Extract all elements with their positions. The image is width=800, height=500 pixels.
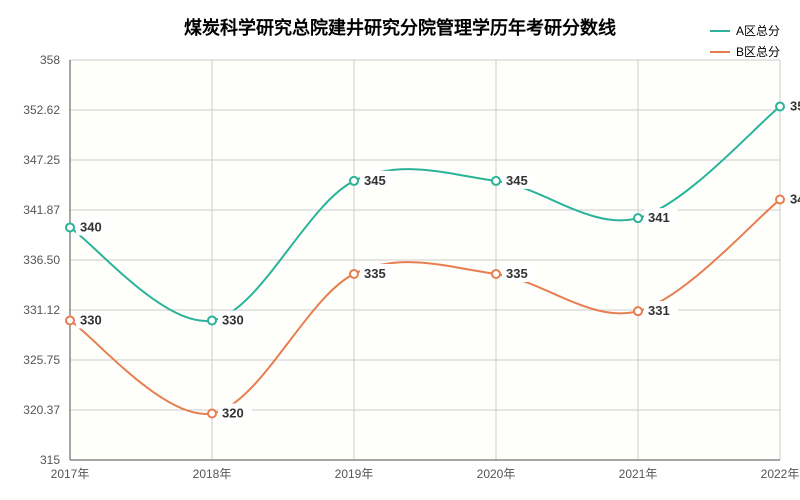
data-marker [634, 214, 642, 222]
data-marker [492, 177, 500, 185]
data-marker [776, 196, 784, 204]
svg-text:358: 358 [40, 53, 60, 67]
svg-text:320.37: 320.37 [23, 403, 60, 417]
data-label: 330 [222, 312, 244, 327]
svg-text:325.75: 325.75 [23, 353, 60, 367]
svg-text:2017年: 2017年 [51, 467, 90, 481]
data-marker [634, 307, 642, 315]
data-label: 343 [790, 192, 800, 207]
data-label: 330 [80, 312, 102, 327]
chart-svg: 315 320.37 325.75 331.12 336.50 341.87 347.25 3… [0, 0, 800, 500]
svg-text:2018年: 2018年 [193, 467, 232, 481]
svg-text:2022年: 2022年 [761, 467, 800, 481]
data-marker [208, 316, 216, 324]
svg-text:2020年: 2020年 [477, 467, 516, 481]
data-label: 341 [648, 210, 670, 225]
data-marker [66, 316, 74, 324]
svg-text:315: 315 [40, 453, 60, 467]
data-label: 345 [364, 173, 386, 188]
data-marker [776, 103, 784, 111]
data-marker [350, 177, 358, 185]
svg-text:347.25: 347.25 [23, 153, 60, 167]
data-label: 331 [648, 303, 670, 318]
svg-text:2021年: 2021年 [619, 467, 658, 481]
data-label: 335 [364, 266, 386, 281]
svg-text:341.87: 341.87 [23, 203, 60, 217]
svg-text:336.50: 336.50 [23, 253, 60, 267]
data-marker [350, 270, 358, 278]
data-marker [208, 409, 216, 417]
svg-text:2019年: 2019年 [335, 467, 374, 481]
data-label: 340 [80, 219, 102, 234]
data-label: 335 [506, 266, 528, 281]
data-label: 320 [222, 405, 244, 420]
data-marker [492, 270, 500, 278]
data-label: 353 [790, 99, 800, 114]
svg-text:352.62: 352.62 [23, 103, 60, 117]
data-label: 345 [506, 173, 528, 188]
chart-container: 煤炭科学研究总院建井研究分院管理学历年考研分数线 A区总分B区总分 315320… [0, 0, 800, 500]
data-marker [66, 223, 74, 231]
svg-text:331.12: 331.12 [23, 303, 60, 317]
